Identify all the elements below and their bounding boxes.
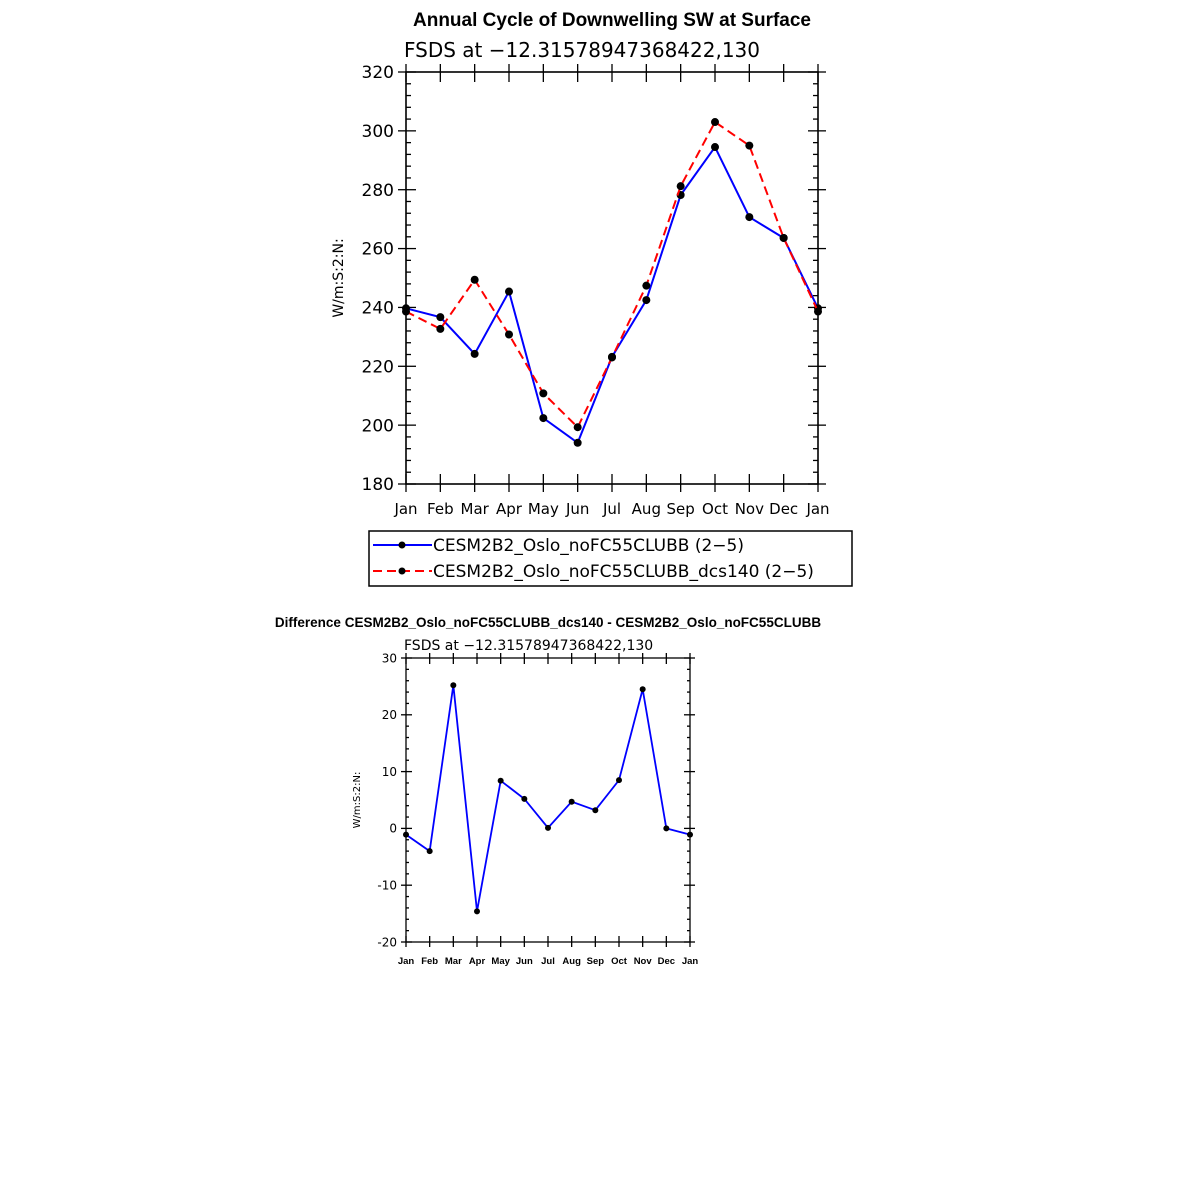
chart1-axes: 180 200 220 240 260 280 300 320 Jan Feb Mar Apr May J… (362, 63, 830, 518)
chart2-ytick-label: 30 (382, 651, 397, 665)
chart1-series-1-point (711, 143, 719, 152)
chart2-series-1-point (450, 682, 457, 689)
chart1-series-2-point (779, 233, 788, 242)
chart2-series-1-point (403, 831, 409, 838)
chart2-series-1-point (521, 795, 528, 802)
chart1-xtick-label: Feb (427, 500, 454, 518)
chart1-series (402, 118, 822, 447)
chart2-xtick-label: Mar (445, 956, 462, 967)
legend-marker-series1 (398, 541, 406, 549)
chart1-ytick-label: 300 (362, 122, 394, 142)
chart1-legend: CESM2B2_Oslo_noFC55CLUBB (2−5) CESM2B2_O… (368, 530, 853, 587)
chart1-series-2-point (642, 281, 651, 290)
chart1-series-2-point (573, 423, 582, 432)
chart1-xtick-label: Aug (632, 500, 661, 518)
chart1-series-1-point (745, 213, 754, 222)
chart2-ylabel: W/m:S:2:N: (352, 772, 363, 829)
chart1-xtick-label: Jun (565, 500, 589, 518)
chart2-xtick-label: May (491, 956, 510, 967)
chart1-xtick-label: May (528, 500, 559, 518)
chart2-xtick-label: Sep (587, 956, 605, 967)
chart2-xtick-label: Nov (634, 956, 653, 967)
difference-chart: Difference CESM2B2_Oslo_noFC55CLUBB_dcs1… (275, 615, 821, 967)
chart2-ytick-label: 0 (389, 822, 397, 836)
chart1-xtick-label: Dec (769, 500, 798, 518)
chart1-xtick-label: Jul (602, 500, 621, 518)
chart1-xtick-label: Jan (393, 500, 417, 518)
chart2-xtick-label: Feb (421, 956, 438, 967)
chart2-series-1-point (639, 686, 646, 693)
chart1-series-2-point (814, 307, 822, 316)
legend-box (368, 530, 853, 587)
chart2-xtick-label: Apr (469, 956, 486, 967)
chart1-ytick-label: 280 (362, 181, 394, 201)
legend-label-series1: CESM2B2_Oslo_noFC55CLUBB (2−5) (433, 536, 744, 556)
chart1-xtick-label: Apr (496, 500, 523, 518)
chart2-ytick-label: -20 (377, 935, 397, 949)
chart2-xtick-label: Jan (398, 956, 415, 967)
chart1-series-2-point (436, 324, 445, 333)
chart2-ytick-label: 10 (382, 765, 397, 779)
chart2-xtick-label: Jul (541, 956, 555, 967)
chart1-series-2-point (676, 182, 685, 191)
chart1-xtick-label: Oct (702, 500, 728, 518)
chart1-series-2-point (402, 307, 410, 316)
chart1-subtitle: FSDS at −12.31578947368422,130 (404, 38, 760, 62)
chart1-ytick-label: 220 (362, 357, 394, 377)
chart1-series-line-2 (405, 120, 819, 429)
chart1-series-2-point (505, 330, 513, 339)
chart2-series-1-point (568, 798, 575, 805)
chart1-ytick-label: 320 (362, 63, 394, 83)
chart1-xtick-label: Nov (735, 500, 764, 518)
chart1-series-1-point (505, 287, 513, 296)
chart2-xtick-label: Dec (658, 956, 675, 967)
chart1-series-1-point (539, 414, 548, 423)
chart2-series-1-point (426, 848, 433, 855)
chart2-title: Difference CESM2B2_Oslo_noFC55CLUBB_dcs1… (275, 615, 821, 630)
chart2-series-1-point (687, 831, 693, 838)
chart1-series-2-point (745, 141, 754, 150)
chart2-series-1-point (474, 908, 480, 915)
chart1-series-2-point (711, 118, 719, 127)
chart2-xtick-label: Aug (562, 956, 581, 967)
chart1-plot-frame (405, 71, 819, 485)
chart1-series-1-point (470, 349, 479, 358)
chart2-xtick-label: Jan (682, 956, 699, 967)
chart2-ytick-label: -10 (377, 879, 397, 893)
chart1-xtick-label: Mar (461, 500, 490, 518)
chart1-xtick-label: Sep (667, 500, 695, 518)
chart1-ylabel: W/m:S:2:N: (331, 238, 347, 317)
chart2-subtitle: FSDS at −12.31578947368422,130 (404, 638, 653, 654)
chart1-series-1-point (642, 296, 651, 305)
chart1-series-1-point (573, 438, 582, 447)
chart2-series-1-point (592, 807, 599, 814)
chart1-title: Annual Cycle of Downwelling SW at Surfac… (413, 10, 811, 31)
legend-label-series2: CESM2B2_Oslo_noFC55CLUBB_dcs140 (2−5) (433, 562, 814, 582)
chart2-ytick-label: 20 (382, 708, 397, 722)
chart1-ytick-label: 260 (362, 240, 394, 260)
chart2-series (403, 682, 693, 915)
chart1-series-2-point (539, 389, 548, 398)
chart1-series-line-1 (405, 145, 819, 445)
chart1-series-1-point (436, 313, 445, 322)
chart1-ytick-label: 200 (362, 416, 394, 436)
chart1-ytick-label: 240 (362, 299, 394, 319)
chart2-series-1-point (616, 777, 622, 784)
chart1-ytick-label: 180 (362, 475, 394, 495)
chart2-plot-frame (405, 657, 691, 943)
chart1-xtick-label: Jan (805, 500, 829, 518)
legend-marker-series2 (398, 567, 406, 575)
chart2-series-1-point (497, 777, 504, 784)
chart2-series-1-point (663, 825, 670, 832)
chart2-axes: -20 -10 0 10 20 30 Jan Feb Mar Apr May Jun Jul Aug Sep… (377, 651, 698, 967)
chart2-series-1-point (545, 824, 551, 831)
chart2-xtick-label: Oct (611, 956, 628, 967)
annual-cycle-chart: Annual Cycle of Downwelling SW at Surfac… (331, 10, 853, 587)
chart1-series-2-point (470, 275, 479, 284)
chart1-series-2-point (608, 353, 616, 362)
chart2-series-line-1 (405, 685, 691, 912)
chart2-xtick-label: Jun (516, 956, 533, 967)
